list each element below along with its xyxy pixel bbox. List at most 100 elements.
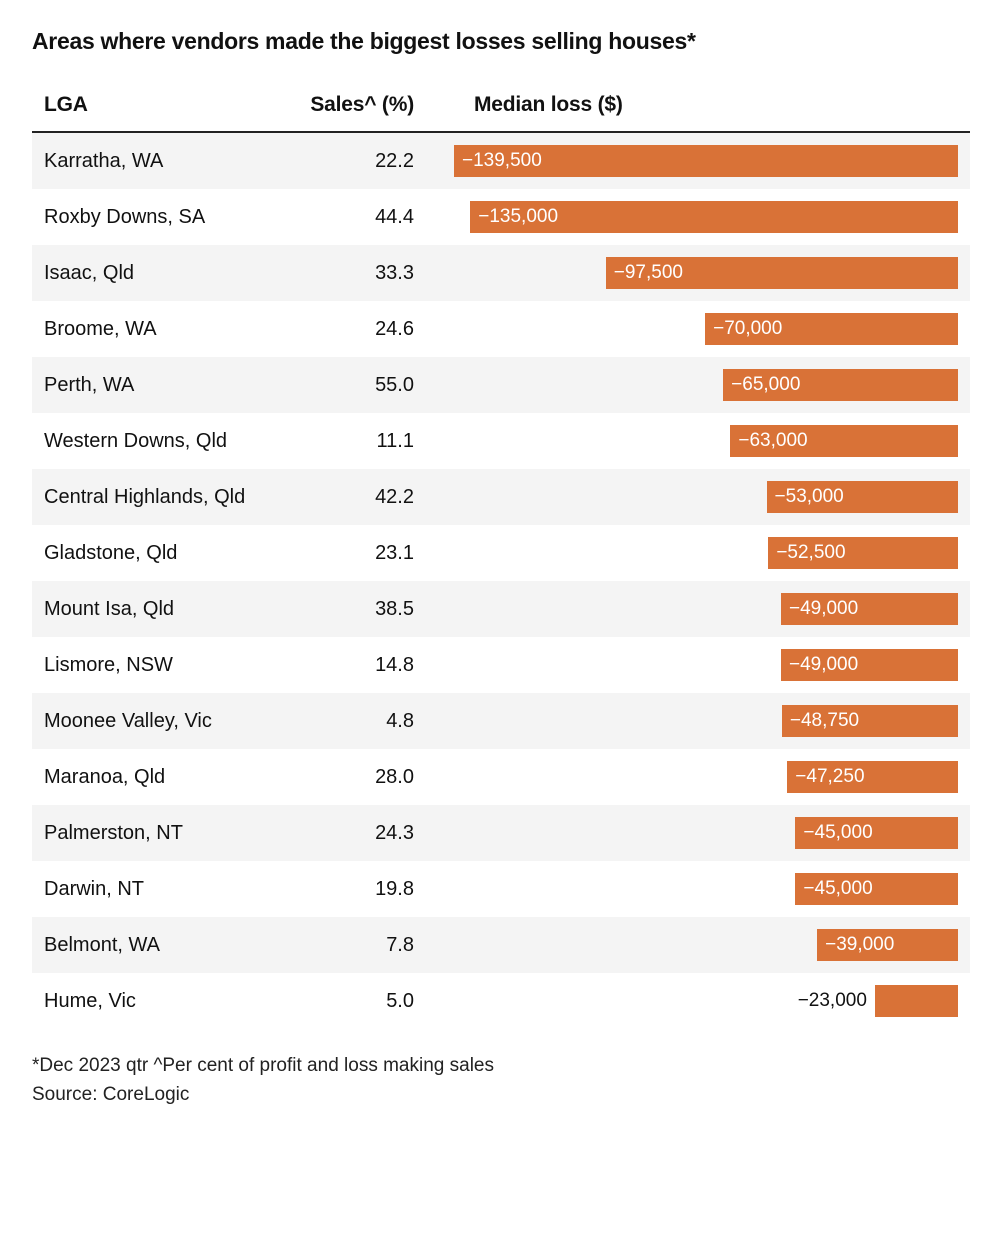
sales-cell: 14.8	[264, 654, 454, 677]
loss-bar	[875, 985, 958, 1017]
lga-cell: Mount Isa, Qld	[44, 597, 264, 622]
lga-cell: Perth, WA	[44, 373, 264, 398]
loss-bar: −49,000	[781, 593, 958, 625]
lga-cell: Moonee Valley, Vic	[44, 709, 264, 734]
col-header-lga: LGA	[44, 93, 264, 117]
lga-text: Mount Isa, Qld	[44, 597, 264, 622]
sales-cell: 28.0	[264, 766, 454, 789]
lga-text: Maranoa, Qld	[44, 765, 264, 790]
lga-cell: Maranoa, Qld	[44, 765, 264, 790]
median-loss-cell: −47,250	[454, 761, 958, 793]
lga-cell: Roxby Downs, SA	[44, 205, 264, 230]
median-loss-cell: −70,000	[454, 313, 958, 345]
sales-cell: 24.6	[264, 318, 454, 341]
table-row: Western Downs, Qld11.1−63,000	[32, 413, 970, 469]
table-row: Perth, WA55.0 −65,000	[32, 357, 970, 413]
sales-cell: 23.1	[264, 542, 454, 565]
loss-bar: −48,750	[782, 705, 958, 737]
sales-cell: 55.0	[264, 374, 454, 397]
lga-text: Broome, WA	[44, 317, 264, 342]
lga-text: Lismore, NSW	[44, 653, 264, 678]
sales-cell: 24.3	[264, 822, 454, 845]
table-row: Palmerston, NT24.3 −45,000	[32, 805, 970, 861]
lga-text: Isaac, Qld	[44, 261, 264, 286]
table-row: Gladstone, Qld23.1 −52,500	[32, 525, 970, 581]
median-loss-cell: −48,750	[454, 705, 958, 737]
table-row: Darwin, NT19.8−45,000	[32, 861, 970, 917]
median-loss-cell: −52,500	[454, 537, 958, 569]
table-row: Mount Isa, Qld38.5−49,000	[32, 581, 970, 637]
sales-cell: 19.8	[264, 878, 454, 901]
lga-text: Palmerston, NT	[44, 821, 264, 846]
median-loss-cell: −139,500	[454, 145, 958, 177]
lga-text: Moonee Valley, Vic	[44, 709, 264, 734]
footnote-line: *Dec 2023 qtr ^Per cent of profit and lo…	[32, 1051, 970, 1080]
lga-text: Roxby Downs, SA	[44, 205, 264, 230]
lga-text: Central Highlands, Qld	[44, 485, 264, 510]
table-row: Roxby Downs, SA44.4 −135,000	[32, 189, 970, 245]
lga-text: Hume, Vic	[44, 989, 264, 1014]
sales-cell: 44.4	[264, 206, 454, 229]
table-row: Broome, WA24.6 −70,000	[32, 301, 970, 357]
lga-cell: Broome, WA	[44, 317, 264, 342]
loss-bar: −49,000	[781, 649, 958, 681]
lga-cell: Gladstone, Qld	[44, 541, 264, 566]
loss-bar: −65,000	[723, 369, 958, 401]
loss-bar: −45,000	[795, 817, 958, 849]
lga-text: Karratha, WA	[44, 149, 264, 174]
lga-cell: Darwin, NT	[44, 877, 264, 902]
median-loss-cell: −63,000	[454, 425, 958, 457]
median-loss-cell: −23,000	[454, 985, 958, 1017]
footnote-line: Source: CoreLogic	[32, 1080, 970, 1109]
lga-text: Darwin, NT	[44, 877, 264, 902]
loss-bar: −52,500	[768, 537, 958, 569]
chart-footnotes: *Dec 2023 qtr ^Per cent of profit and lo…	[32, 1051, 970, 1110]
lga-cell: Western Downs, Qld	[44, 429, 264, 454]
chart-title: Areas where vendors made the biggest los…	[32, 28, 970, 55]
sales-cell: 33.3	[264, 262, 454, 285]
sales-cell: 42.2	[264, 486, 454, 509]
lga-cell: Isaac, Qld	[44, 261, 264, 286]
sales-cell: 7.8	[264, 934, 454, 957]
loss-bar: −39,000	[817, 929, 958, 961]
col-header-sales: Sales^ (%)	[264, 93, 454, 117]
median-loss-cell: −49,000	[454, 593, 958, 625]
table-row: Isaac, Qld33.3 −97,500	[32, 245, 970, 301]
table-row: Maranoa, Qld28.0 −47,250	[32, 749, 970, 805]
median-loss-cell: −53,000	[454, 481, 958, 513]
median-loss-cell: −49,000	[454, 649, 958, 681]
lga-text: Western Downs, Qld	[44, 429, 264, 454]
lga-text: Gladstone, Qld	[44, 541, 264, 566]
table-row: Central Highlands, Qld42.2 −53,000	[32, 469, 970, 525]
median-loss-cell: −45,000	[454, 817, 958, 849]
loss-bar-label: −23,000	[798, 985, 867, 1017]
median-loss-cell: −45,000	[454, 873, 958, 905]
table-header-row: LGA Sales^ (%) Median loss ($)	[32, 83, 970, 133]
lga-cell: Belmont, WA	[44, 933, 264, 958]
lga-cell: Karratha, WA	[44, 149, 264, 174]
table-row: Karratha, WA22.2−139,500	[32, 133, 970, 189]
table-row: Lismore, NSW14.8 −49,000	[32, 637, 970, 693]
col-header-loss: Median loss ($)	[454, 93, 958, 117]
lga-cell: Palmerston, NT	[44, 821, 264, 846]
lga-text: Belmont, WA	[44, 933, 264, 958]
loss-bar: −97,500	[606, 257, 958, 289]
lga-cell: Lismore, NSW	[44, 653, 264, 678]
lga-cell: Central Highlands, Qld	[44, 485, 264, 510]
table-row: Hume, Vic5.0−23,000	[32, 973, 970, 1029]
sales-cell: 4.8	[264, 710, 454, 733]
median-loss-cell: −65,000	[454, 369, 958, 401]
loss-bar: −135,000	[470, 201, 958, 233]
median-loss-cell: −39,000	[454, 929, 958, 961]
loss-bar: −139,500	[454, 145, 958, 177]
table-row: Belmont, WA7.8 −39,000	[32, 917, 970, 973]
median-loss-cell: −135,000	[454, 201, 958, 233]
loss-bar: −63,000	[730, 425, 958, 457]
table-row: Moonee Valley, Vic4.8 −48,750	[32, 693, 970, 749]
lga-cell: Hume, Vic	[44, 989, 264, 1014]
loss-bar: −70,000	[705, 313, 958, 345]
loss-bar: −47,250	[787, 761, 958, 793]
loss-bar: −53,000	[767, 481, 958, 513]
lga-text: Perth, WA	[44, 373, 264, 398]
median-loss-cell: −97,500	[454, 257, 958, 289]
